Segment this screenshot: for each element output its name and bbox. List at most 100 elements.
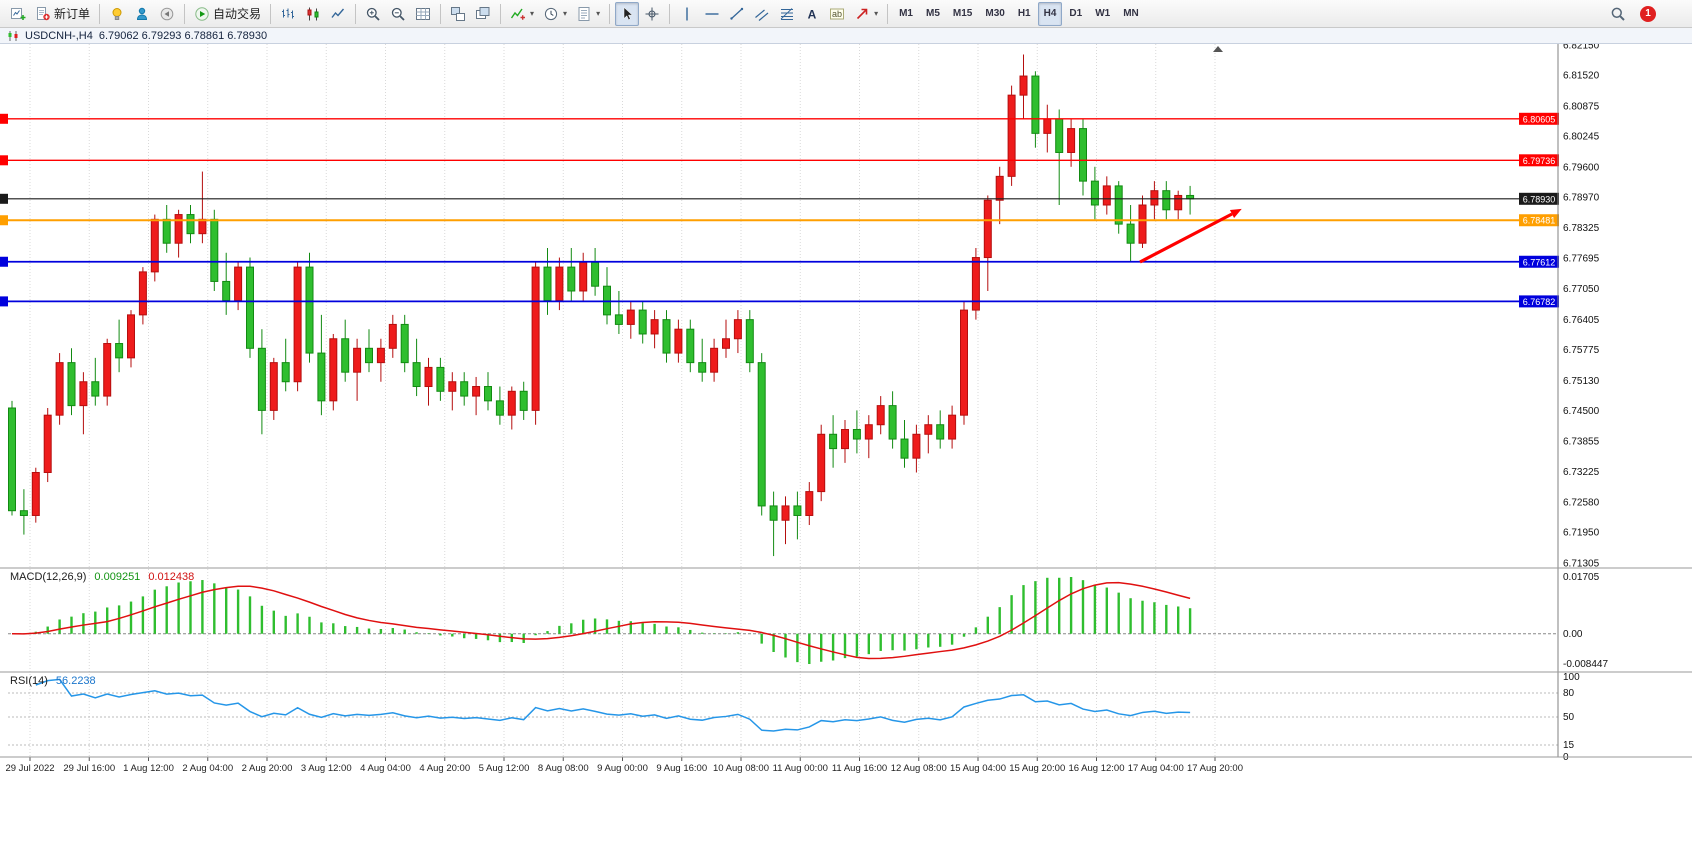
periods-button[interactable]: ▾ (539, 2, 571, 26)
svg-text:17 Aug 20:00: 17 Aug 20:00 (1187, 763, 1243, 774)
svg-text:0.01705: 0.01705 (1563, 572, 1600, 583)
candlestick-series[interactable] (8, 54, 1195, 557)
arrow-annotation[interactable] (1139, 208, 1242, 264)
svg-text:6.76782: 6.76782 (1523, 297, 1556, 307)
line-chart-button[interactable] (326, 2, 350, 26)
toolbar-separator (609, 3, 611, 24)
timeframe-w1-button[interactable]: W1 (1089, 2, 1116, 26)
bar-chart-icon (282, 8, 295, 18)
horizontal-line-button[interactable] (700, 2, 724, 26)
toolbar-separator (270, 3, 272, 24)
profile-icon (137, 7, 148, 20)
chart-titlebar[interactable]: USDCNH-,H4 6.79062 6.79293 6.78861 6.789… (0, 28, 1692, 44)
timeframe-m30-button[interactable]: M30 (979, 2, 1010, 26)
svg-text:6.78930: 6.78930 (1523, 194, 1556, 204)
svg-text:6.73855: 6.73855 (1563, 437, 1600, 448)
svg-text:6.77695: 6.77695 (1563, 253, 1600, 264)
text-button[interactable]: A (800, 2, 824, 26)
arrow-objects-button[interactable]: ▾ (850, 2, 882, 26)
svg-text:6.78325: 6.78325 (1563, 223, 1600, 234)
market-watch-button[interactable] (155, 2, 179, 26)
toolbar-separator (184, 3, 186, 24)
autotrading-button[interactable]: 自动交易 (190, 2, 265, 26)
timeframe-h4-button[interactable]: H4 (1037, 1, 1063, 26)
candlestick-chart-button[interactable] (301, 2, 325, 26)
timeframe-h1-button[interactable]: H1 (1012, 2, 1037, 26)
chart-shift-marker-icon[interactable] (1213, 46, 1223, 52)
svg-text:6.80245: 6.80245 (1563, 131, 1600, 142)
bar-chart-button[interactable] (276, 2, 300, 26)
svg-text:29 Jul 2022: 29 Jul 2022 (5, 763, 54, 774)
svg-text:6.75775: 6.75775 (1563, 345, 1600, 356)
horizontal-lines[interactable] (0, 113, 1558, 307)
notification-badge[interactable]: 1 (1640, 5, 1656, 22)
chart-area[interactable]: 29 Jul 2022 29 Jul 16:00 1 Aug 12:00 2 Aug … (0, 41, 1692, 849)
svg-text:15: 15 (1563, 740, 1575, 751)
new-chart-button[interactable] (6, 2, 30, 26)
svg-text:6.77612: 6.77612 (1523, 257, 1556, 267)
crosshair-button[interactable] (640, 2, 664, 26)
fibonacci-retracement-button[interactable] (775, 2, 799, 26)
svg-text:15 Aug 20:00: 15 Aug 20:00 (1009, 763, 1065, 774)
indicators-button[interactable]: ▾ (506, 2, 538, 26)
cascade-windows-button[interactable] (471, 2, 495, 26)
svg-text:9 Aug 16:00: 9 Aug 16:00 (656, 763, 707, 774)
svg-text:15 Aug 04:00: 15 Aug 04:00 (950, 763, 1006, 774)
svg-text:6.76405: 6.76405 (1563, 315, 1600, 326)
new-order-icon (37, 6, 50, 20)
chart-canvas[interactable]: 29 Jul 2022 29 Jul 16:00 1 Aug 12:00 2 Aug … (0, 41, 1692, 785)
search-button[interactable] (1606, 2, 1630, 26)
candlestick-chart-icon (307, 7, 319, 20)
toolbar-separator (440, 3, 442, 24)
svg-text:10 Aug 08:00: 10 Aug 08:00 (713, 763, 769, 774)
svg-text:6.82150: 6.82150 (1563, 44, 1600, 52)
trendline-button[interactable] (725, 2, 749, 26)
chart-window-icon (8, 30, 18, 41)
text-label-button[interactable]: ab (825, 2, 849, 26)
svg-text:50: 50 (1563, 712, 1575, 723)
equidistant-channel-button[interactable] (750, 2, 774, 26)
text-icon: A (808, 7, 817, 21)
toolbar-separator (887, 3, 889, 24)
svg-text:6.80875: 6.80875 (1563, 101, 1600, 112)
vertical-line-button[interactable] (675, 2, 699, 26)
svg-text:12 Aug 08:00: 12 Aug 08:00 (891, 763, 947, 774)
profile-button[interactable] (130, 2, 154, 26)
toolbar-separator (669, 3, 671, 24)
svg-text:9 Aug 00:00: 9 Aug 00:00 (597, 763, 648, 774)
svg-text:6.80605: 6.80605 (1523, 114, 1556, 124)
price-badges[interactable]: 6.80605 6.79736 6.78930 6.78481 6.77612 6.767… (1519, 112, 1559, 308)
arrow-objects-icon (857, 8, 868, 19)
svg-text:80: 80 (1563, 688, 1575, 699)
macd-panel: 0.01705 0.00 -0.008447 (8, 572, 1608, 670)
svg-text:4 Aug 04:00: 4 Aug 04:00 (360, 763, 411, 774)
grid-lines (29, 44, 1216, 757)
timeframe-m1-button[interactable]: M1 (893, 2, 919, 26)
dropdown-arrow-icon: ▾ (596, 9, 601, 18)
tile-windows-button[interactable] (446, 2, 470, 26)
timeframe-mn-button[interactable]: MN (1117, 2, 1145, 26)
toolbar-separator (500, 3, 502, 24)
timeframe-m5-button[interactable]: M5 (920, 2, 946, 26)
cursor-icon (623, 6, 634, 20)
zoom-out-icon (391, 7, 405, 21)
timeframe-d1-button[interactable]: D1 (1063, 2, 1088, 26)
metaeditor-button[interactable] (105, 2, 129, 26)
auto-arrange-button[interactable] (411, 2, 435, 26)
svg-text:100: 100 (1563, 672, 1580, 683)
svg-text:4 Aug 20:00: 4 Aug 20:00 (419, 763, 470, 774)
timeframe-m15-button[interactable]: M15 (947, 2, 978, 26)
dropdown-arrow-icon: ▾ (530, 9, 535, 18)
toolbar-separator (99, 3, 101, 24)
svg-text:6.81520: 6.81520 (1563, 71, 1600, 82)
indicators-icon (510, 8, 526, 20)
trendline-icon (730, 7, 744, 20)
cursor-button[interactable] (615, 1, 640, 26)
templates-button[interactable]: ▾ (572, 2, 604, 26)
market-watch-icon (160, 7, 174, 20)
new-order-button[interactable]: 新订单 (31, 2, 94, 26)
zoom-in-button[interactable] (361, 2, 385, 26)
zoom-out-button[interactable] (386, 2, 410, 26)
